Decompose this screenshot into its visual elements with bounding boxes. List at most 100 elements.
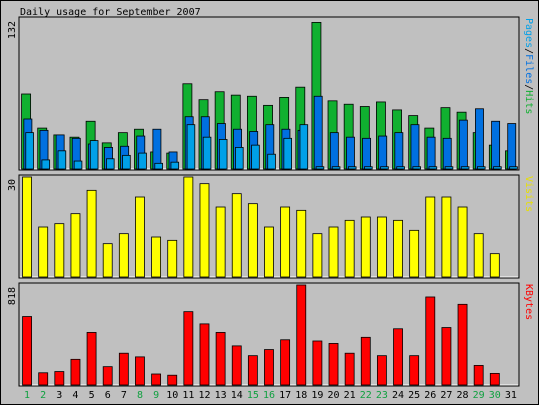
bar-files-day-23 <box>378 135 388 170</box>
bar-visits-day-2 <box>38 226 49 278</box>
panel-hits: 132 Pages/Files/Hits <box>7 16 534 171</box>
bar-kbytes-day-9 <box>151 373 162 386</box>
bar-visits-day-24 <box>393 219 403 278</box>
bar-visits-day-28 <box>457 206 468 278</box>
x-tick-label-day-21: 21 <box>344 390 356 401</box>
x-tick-label-day-3: 3 <box>56 390 62 401</box>
bar-kbytes-day-8 <box>135 356 145 386</box>
x-tick-label-day-1: 1 <box>24 390 30 401</box>
x-tick-label-day-27: 27 <box>440 390 452 401</box>
bar-pages-day-17 <box>283 137 292 170</box>
bar-pages-day-8 <box>138 152 147 170</box>
panel-label-part: KBytes <box>523 284 534 320</box>
x-axis-labels: 1 2 3 4 5 6 7 8 9 10 11 12 13 14 15 16 17 18 19 20 21 22 23 24 2… <box>24 390 517 401</box>
bar-files-day-25 <box>410 124 420 170</box>
bar-kbytes-day-26 <box>425 296 436 386</box>
series-visits <box>22 176 500 278</box>
panel-label-part: Files <box>523 54 534 84</box>
x-tick-label-day-23: 23 <box>376 390 388 401</box>
bar-pages-day-9 <box>154 162 163 170</box>
panel-label-visits: Visits <box>523 176 534 212</box>
bar-visits-day-13 <box>215 206 226 278</box>
x-tick-label-day-16: 16 <box>263 390 275 401</box>
bar-files-day-22 <box>362 137 372 170</box>
bar-kbytes-day-7 <box>118 352 129 386</box>
y-max-label-visits: 30 <box>7 179 18 191</box>
bar-pages-day-27 <box>444 166 454 170</box>
x-tick-label-day-2: 2 <box>40 390 46 401</box>
x-tick-label-day-6: 6 <box>105 390 111 401</box>
bar-kbytes-day-25 <box>409 355 420 386</box>
bar-pages-day-23 <box>380 166 389 170</box>
bar-kbytes-day-1 <box>22 316 32 386</box>
bar-visits-day-1 <box>22 176 32 278</box>
bar-files-day-26 <box>426 136 436 170</box>
bar-files-day-21 <box>346 136 355 170</box>
bar-pages-day-26 <box>428 166 438 170</box>
bar-kbytes-day-12 <box>199 323 210 386</box>
bar-visits-day-21 <box>344 219 355 278</box>
bar-kbytes-day-5 <box>86 332 97 386</box>
bar-pages-day-30 <box>493 166 502 170</box>
bar-visits-day-11 <box>183 176 194 278</box>
bar-kbytes-day-24 <box>393 328 403 386</box>
bar-kbytes-day-18 <box>296 284 307 386</box>
bar-kbytes-day-2 <box>38 372 49 386</box>
x-tick-label-day-31: 31 <box>505 390 517 401</box>
bar-pages-day-11 <box>186 124 196 170</box>
bar-pages-day-3 <box>57 150 67 170</box>
bar-pages-day-20 <box>331 166 341 170</box>
bar-files-day-29 <box>475 108 484 170</box>
chart-title: Daily usage for September 2007 <box>20 7 201 18</box>
x-tick-label-day-24: 24 <box>392 390 404 401</box>
bar-pages-day-13 <box>218 139 228 170</box>
bar-kbytes-day-17 <box>280 339 291 386</box>
series-kbytes <box>22 284 500 386</box>
x-tick-label-day-29: 29 <box>473 390 485 401</box>
panel-visits: 30 Visits <box>7 174 534 279</box>
bar-pages-day-18 <box>299 124 309 170</box>
bar-pages-day-28 <box>460 166 470 170</box>
bar-visits-day-23 <box>376 216 387 278</box>
x-tick-label-day-4: 4 <box>72 390 78 401</box>
x-tick-label-day-20: 20 <box>327 390 339 401</box>
x-tick-label-day-18: 18 <box>295 390 307 401</box>
bar-kbytes-day-14 <box>231 345 242 386</box>
x-tick-label-day-17: 17 <box>279 390 291 401</box>
bar-pages-day-15 <box>251 144 260 170</box>
bar-kbytes-day-4 <box>70 358 81 386</box>
bar-visits-day-7 <box>118 233 129 278</box>
bar-files-day-27 <box>442 137 452 170</box>
panel-label-part: Hits <box>523 90 534 114</box>
bar-pages-day-19 <box>315 166 325 170</box>
bar-pages-day-24 <box>396 166 405 170</box>
bar-visits-day-22 <box>360 216 371 278</box>
bar-files-day-24 <box>394 132 404 170</box>
bar-visits-day-15 <box>247 203 258 278</box>
bar-pages-day-22 <box>364 166 373 170</box>
bar-pages-day-12 <box>202 136 212 170</box>
bar-kbytes-day-27 <box>441 327 452 386</box>
bar-pages-day-2 <box>41 159 51 170</box>
x-tick-label-day-19: 19 <box>311 390 323 401</box>
panel-label-part: Visits <box>523 176 534 212</box>
bar-kbytes-day-13 <box>215 332 226 386</box>
x-tick-label-day-11: 11 <box>182 390 194 401</box>
bar-kbytes-day-19 <box>312 340 323 386</box>
series-pages <box>25 124 518 170</box>
bar-kbytes-day-23 <box>376 355 387 386</box>
panel-label-hits: Pages/Files/Hits <box>523 18 534 114</box>
bar-visits-day-14 <box>231 193 242 278</box>
bar-visits-day-29 <box>473 233 484 278</box>
x-tick-label-day-12: 12 <box>198 390 210 401</box>
bar-pages-day-25 <box>412 166 422 170</box>
x-tick-label-day-30: 30 <box>489 390 501 401</box>
bar-visits-day-20 <box>328 226 339 278</box>
bar-kbytes-day-28 <box>457 303 468 386</box>
bar-kbytes-day-29 <box>473 365 484 386</box>
x-tick-label-day-25: 25 <box>408 390 420 401</box>
y-max-label-hits: 132 <box>7 21 18 39</box>
x-tick-label-day-8: 8 <box>137 390 143 401</box>
x-tick-label-day-22: 22 <box>360 390 372 401</box>
